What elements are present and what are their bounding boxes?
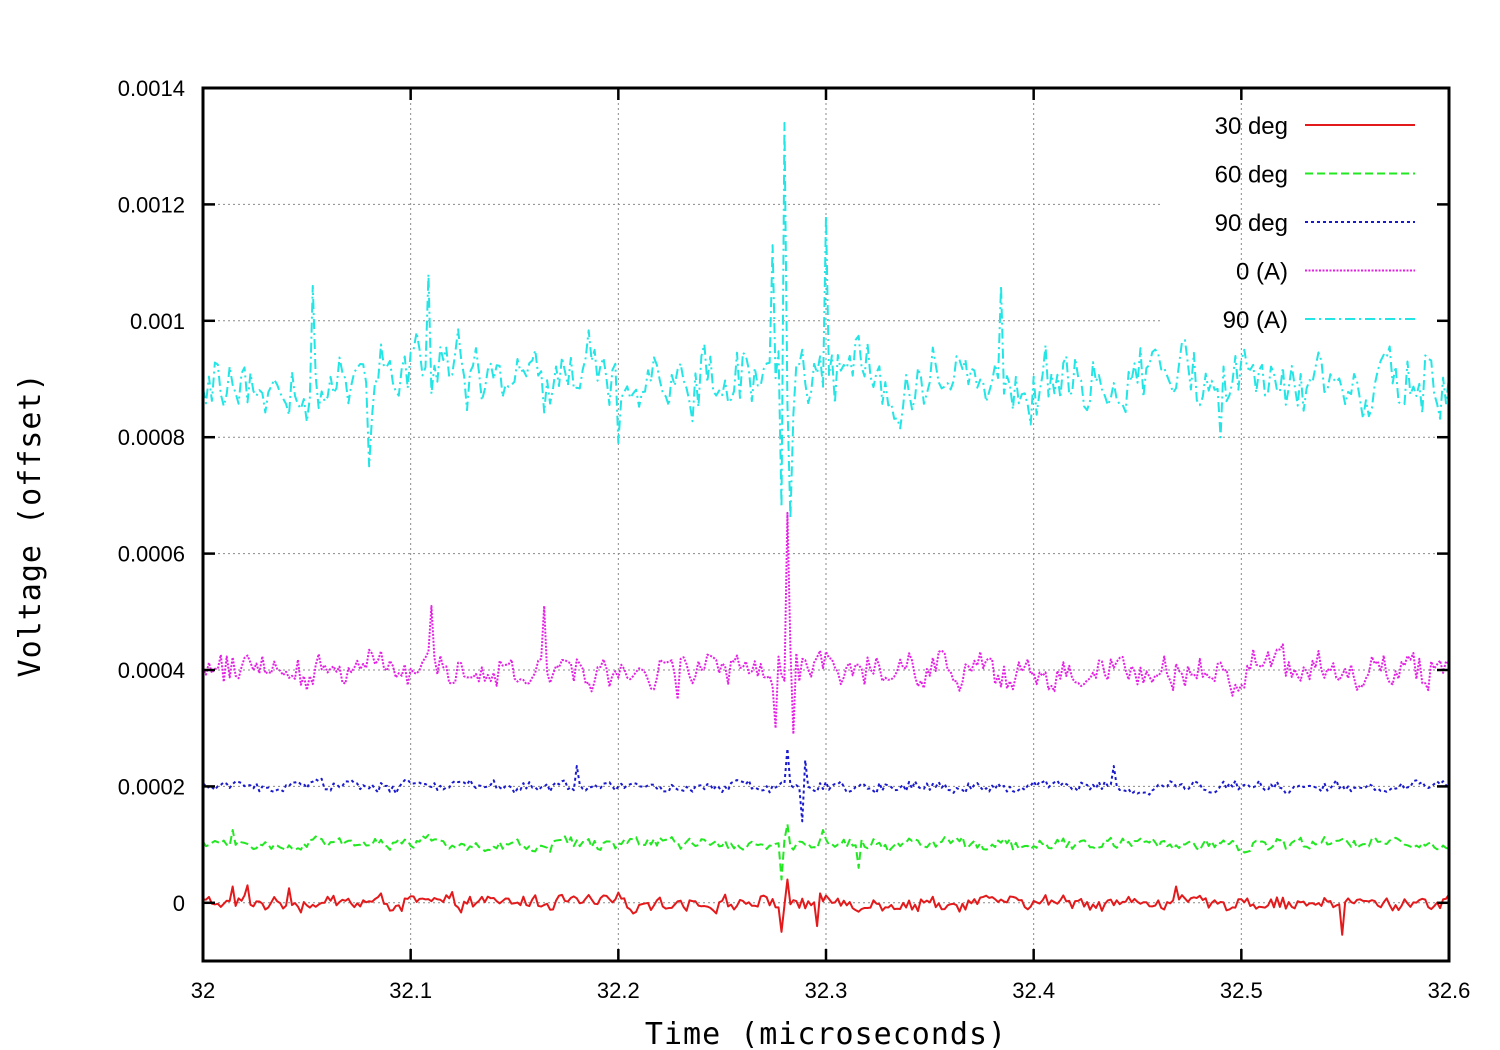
y-tick-label: 0.0006 (118, 542, 185, 567)
legend-label: 30 deg (1215, 113, 1288, 140)
y-axis-title: Voltage (offset) (13, 373, 48, 678)
x-tick-label: 32.4 (1012, 978, 1055, 1003)
y-tick-label: 0.0008 (118, 425, 185, 450)
x-tick-label: 32.5 (1220, 978, 1263, 1003)
ticks (201, 86, 1451, 961)
series-line-0-a (202, 511, 1450, 736)
series-line-60-deg (202, 823, 1450, 881)
legend: 30 deg 60 deg 90 deg 0 (A) 90 (A) (1215, 113, 1415, 334)
x-tick-label: 32.2 (597, 978, 640, 1003)
y-tick-label: 0 (173, 891, 185, 916)
y-tick-label: 0.001 (130, 309, 185, 334)
x-axis-title: Time (microseconds) (645, 1017, 1007, 1050)
x-tick-label: 32.1 (389, 978, 432, 1003)
x-tick-label: 32.3 (805, 978, 848, 1003)
series-line-30-deg (202, 878, 1450, 936)
x-tick-label: 32.6 (1428, 978, 1471, 1003)
y-tick-label: 0.0004 (118, 658, 185, 683)
legend-label: 90 deg (1215, 210, 1288, 237)
legend-label: 60 deg (1215, 162, 1288, 189)
series-line-90-a (202, 121, 1450, 520)
y-tick-label: 0.0014 (118, 76, 185, 101)
series-layer (202, 121, 1450, 936)
tick-labels: 32 32.1 32.2 32.3 32.4 32.5 32.6 0 0.0002 0.0004 0… (118, 76, 1471, 1003)
legend-label: 0 (A) (1236, 259, 1288, 286)
x-tick-label: 32 (191, 978, 215, 1003)
y-tick-label: 0.0002 (118, 774, 185, 799)
legend-label: 90 (A) (1223, 307, 1288, 334)
y-tick-label: 0.0012 (118, 192, 185, 217)
